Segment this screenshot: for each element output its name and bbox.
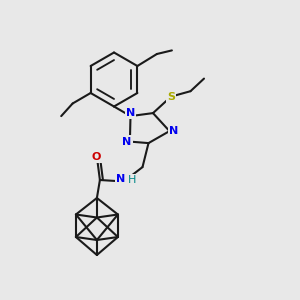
Text: N: N xyxy=(122,136,131,147)
Text: H: H xyxy=(128,175,136,185)
Text: O: O xyxy=(91,152,101,162)
Text: N: N xyxy=(169,126,178,136)
Text: S: S xyxy=(167,92,175,102)
Text: N: N xyxy=(126,108,135,118)
Text: N: N xyxy=(116,174,125,184)
